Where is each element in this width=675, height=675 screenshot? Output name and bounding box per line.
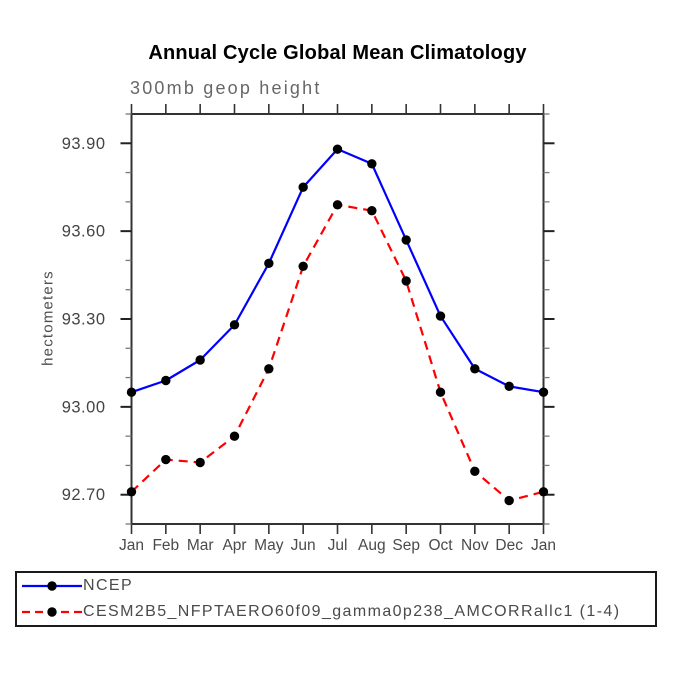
data-point-marker-ncep	[401, 235, 411, 245]
chart-title: Annual Cycle Global Mean Climatology	[148, 42, 527, 64]
data-point-marker-cesm	[264, 364, 274, 374]
data-point-marker-ncep	[504, 381, 514, 392]
legend: NCEP CESM2B5_NFPTAERO60f09_gamma0p238_AM…	[15, 571, 657, 627]
legend-line-sample-icon	[22, 581, 82, 591]
y-tick-label: 93.00	[62, 398, 106, 416]
y-tick-label: 92.70	[62, 486, 106, 504]
data-point-marker-cesm	[470, 466, 480, 476]
data-point-marker-cesm	[367, 205, 377, 216]
data-point-marker-cesm	[195, 457, 205, 468]
x-tick-label: Feb	[152, 537, 179, 554]
x-tick-label: Dec	[495, 537, 523, 554]
x-tick-label: Jan	[531, 537, 556, 554]
data-point-marker-ncep	[298, 182, 308, 192]
data-point-marker-cesm	[161, 454, 171, 465]
data-point-marker-ncep	[538, 387, 549, 397]
data-point-marker-cesm	[538, 487, 549, 497]
x-tick-label: Mar	[187, 537, 214, 554]
data-point-marker-ncep	[367, 159, 377, 169]
legend-marker	[47, 581, 57, 591]
data-point-marker-cesm	[126, 487, 137, 497]
data-point-marker-ncep	[195, 355, 205, 365]
x-tick-label: Jun	[291, 537, 316, 554]
data-point-marker-ncep	[229, 320, 240, 330]
legend-item-ncep: NCEP	[17, 573, 655, 599]
series-line-ncep	[131, 148, 544, 394]
x-tick-label: Oct	[428, 537, 453, 554]
series-line-cesm	[130, 203, 544, 502]
data-point-marker-ncep	[332, 144, 343, 154]
y-tick-label: 93.90	[62, 135, 106, 153]
x-tick-label: Jul	[328, 537, 348, 554]
x-tick-label: May	[254, 537, 284, 554]
x-tick-label: Sep	[392, 537, 420, 554]
x-tick-label: Apr	[222, 537, 246, 554]
data-point-marker-cesm	[298, 261, 308, 271]
legend-label: NCEP	[83, 577, 134, 594]
data-point-marker-ncep	[470, 364, 480, 374]
data-point-marker-ncep	[161, 375, 171, 386]
data-point-marker-cesm	[229, 431, 240, 441]
data-point-marker-ncep	[264, 258, 274, 269]
legend-line-sample-icon	[22, 607, 82, 617]
legend-label: CESM2B5_NFPTAERO60f09_gamma0p238_AMCORRa…	[83, 603, 621, 620]
x-tick-label: Jan	[119, 537, 144, 554]
data-point-marker-cesm	[401, 276, 411, 286]
data-point-marker-cesm	[504, 495, 514, 506]
data-point-marker-cesm	[332, 200, 343, 210]
x-tick-label: Aug	[358, 537, 386, 554]
chart-subtitle: 300mb geop height	[130, 78, 322, 98]
y-tick-label: 93.60	[62, 223, 106, 241]
x-tick-label: Nov	[461, 537, 489, 554]
data-point-marker-ncep	[126, 387, 137, 397]
data-point-marker-cesm	[435, 387, 446, 397]
plot-frame	[130, 113, 545, 525]
data-point-marker-ncep	[435, 311, 446, 321]
legend-item-cesm: CESM2B5_NFPTAERO60f09_gamma0p238_AMCORRa…	[17, 599, 655, 625]
y-tick-label: 93.30	[62, 311, 106, 329]
legend-marker	[47, 607, 57, 617]
